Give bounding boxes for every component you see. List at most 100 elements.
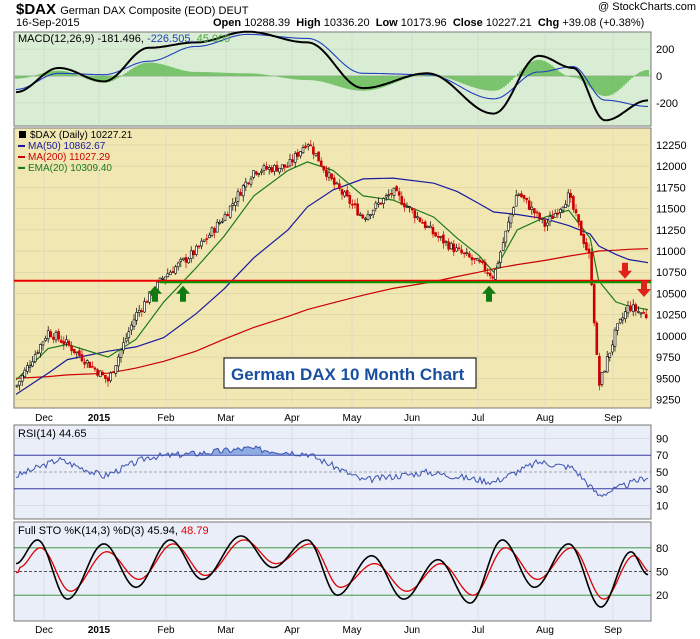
macd-hist-bar: [537, 60, 539, 76]
price-candle: [463, 253, 465, 254]
price-candle: [617, 324, 619, 331]
price-candle: [271, 167, 273, 171]
macd-hist-bar: [647, 70, 649, 76]
macd-hist-bar: [597, 76, 599, 94]
price-candle: [364, 218, 366, 219]
price-candle: [630, 306, 632, 311]
legend-entry: MA(50) 10862.67: [28, 141, 106, 152]
macd-hist-bar: [171, 67, 173, 76]
macd-hist-bar: [145, 63, 147, 76]
macd-hist-bar: [619, 76, 621, 89]
price-candle: [253, 170, 255, 177]
macd-hist-bar: [499, 76, 501, 89]
macd-hist-bar: [223, 73, 225, 76]
macd-hist-bar: [219, 73, 221, 76]
macd-hist-bar: [341, 76, 343, 87]
macd-hist-bar: [199, 72, 201, 76]
macd-hist-bar: [301, 76, 303, 80]
x-axis-label: Sep: [604, 413, 622, 424]
price-candle: [65, 340, 67, 343]
price-candle: [552, 216, 554, 219]
price-candle: [567, 193, 569, 206]
price-candle: [598, 356, 600, 385]
price-candle: [281, 165, 283, 169]
price-candle: [435, 233, 437, 236]
price-candle: [247, 183, 249, 184]
macd-hist-bar: [129, 70, 131, 76]
price-candle: [416, 217, 418, 218]
price-candle: [58, 331, 60, 339]
price-candle: [312, 147, 314, 154]
price-candle: [16, 385, 18, 386]
price-candle: [266, 166, 268, 169]
macd-hist-bar: [315, 76, 317, 81]
x-axis-label: Dec: [35, 625, 53, 636]
price-candle: [396, 187, 398, 191]
price-candle: [429, 226, 431, 228]
price-candle: [370, 215, 372, 216]
macd-hist-bar: [155, 63, 157, 76]
price-candle: [427, 226, 429, 227]
macd-hist-bar: [205, 72, 207, 76]
price-candle: [341, 190, 343, 195]
price-legend-swatch: [19, 131, 26, 138]
macd-hist-bar: [245, 73, 247, 76]
price-candle: [609, 353, 611, 357]
price-candle: [372, 210, 374, 215]
macd-hist-bar: [173, 68, 175, 76]
price-candle: [242, 186, 244, 196]
macd-hist-bar: [201, 72, 203, 76]
price-candle: [377, 203, 379, 204]
price-candle: [315, 154, 317, 156]
price-candle: [515, 196, 517, 207]
macd-hist-bar: [563, 75, 565, 76]
macd-hist-bar: [557, 70, 559, 76]
price-candle: [580, 221, 582, 235]
price-candle: [136, 312, 138, 320]
price-candle: [533, 209, 535, 214]
price-candle: [445, 241, 447, 242]
macd-hist-bar: [637, 73, 639, 76]
price-candle: [578, 214, 580, 221]
macd-hist-bar: [249, 73, 251, 76]
legend-entry: EMA(20) 10309.40: [28, 163, 112, 174]
x-axis-label: Aug: [536, 625, 554, 636]
macd-hist-bar: [197, 72, 199, 76]
macd-hist-bar: [595, 76, 597, 93]
price-candle: [559, 209, 561, 212]
price-candle: [237, 192, 239, 202]
macd-hist-bar: [489, 76, 491, 91]
price-candle: [466, 253, 468, 254]
price-tick-label: 12250: [656, 140, 687, 152]
macd-hist-bar: [317, 76, 319, 81]
macd-hist-bar: [303, 76, 305, 80]
macd-hist-bar: [635, 75, 637, 76]
macd-hist-bar: [475, 76, 477, 88]
macd-hist-bar: [221, 73, 223, 76]
price-candle: [323, 166, 325, 170]
price-candle: [585, 242, 587, 249]
price-candle: [84, 362, 86, 364]
macd-hist-bar: [125, 73, 127, 76]
macd-hist-bar: [469, 76, 471, 86]
macd-hist-bar: [353, 76, 355, 90]
macd-hist-bar: [185, 71, 187, 76]
macd-hist-bar: [135, 66, 137, 76]
macd-hist-bar: [355, 76, 357, 90]
macd-hist-bar: [21, 76, 23, 78]
price-candle: [494, 269, 496, 279]
macd-hist-bar: [309, 76, 311, 80]
macd-hist-bar: [545, 62, 547, 76]
price-candle: [531, 207, 533, 209]
price-x-axis: Dec 2015 Feb Mar Apr May Jun Jul Aug Sep: [35, 413, 622, 424]
price-candle: [258, 173, 260, 174]
price-candle: [450, 243, 452, 249]
price-tick-label: 10000: [656, 331, 687, 343]
price-candle: [63, 342, 65, 345]
macd-hist-bar: [283, 76, 285, 78]
macd-hist-bar: [255, 74, 257, 76]
price-candle: [250, 179, 252, 184]
price-candle: [107, 378, 109, 381]
price-candle: [284, 165, 286, 167]
macd-hist-bar: [327, 76, 329, 83]
